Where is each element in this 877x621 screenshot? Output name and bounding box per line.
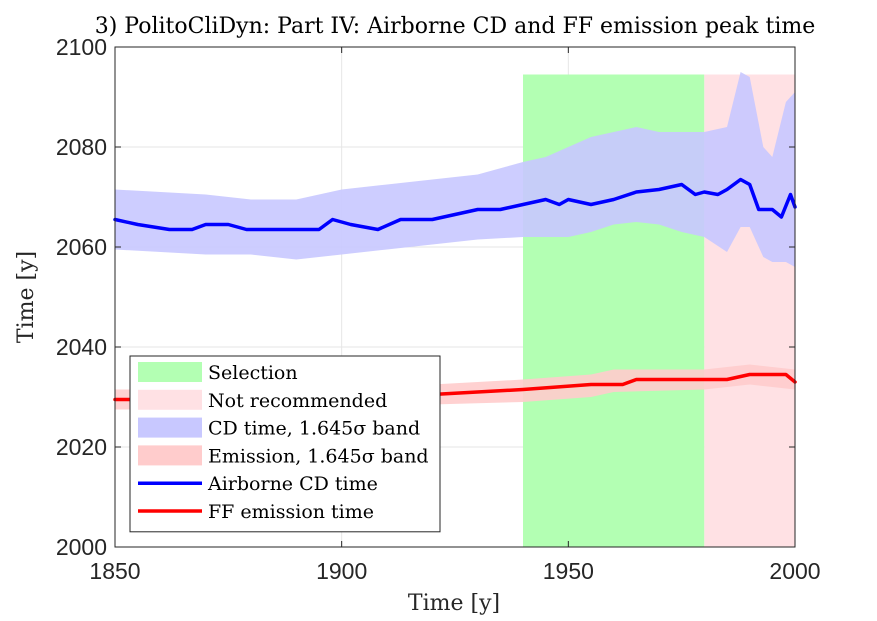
x-axis-label: Time [y] bbox=[408, 591, 500, 616]
airborne-cd-time-line bbox=[113, 177, 797, 232]
legend: Selection Not recommended CD time, 1.645σ … bbox=[129, 355, 441, 533]
y-tick-label: 2060 bbox=[56, 234, 107, 260]
y-axis-label: Time [y] bbox=[14, 251, 39, 343]
legend-cd-band-label: CD time, 1.645σ band bbox=[208, 418, 420, 440]
x-tick-label: 1900 bbox=[316, 558, 367, 584]
x-tick-label: 2000 bbox=[769, 558, 820, 584]
y-tick-label: 2080 bbox=[56, 134, 107, 160]
legend-not-recommended-swatch bbox=[138, 389, 202, 410]
legend-cd-band-swatch bbox=[138, 417, 202, 438]
legend-emission-band-swatch bbox=[138, 445, 202, 466]
x-tick-label: 1850 bbox=[89, 558, 140, 584]
chart-title: 3) PolitoCliDyn: Part IV: Airborne CD an… bbox=[95, 14, 816, 39]
cd-time-band bbox=[115, 72, 795, 267]
y-tick-label: 2040 bbox=[56, 334, 107, 360]
legend-not-recommended-label: Not recommended bbox=[208, 390, 387, 412]
y-tick-label: 2100 bbox=[56, 34, 107, 60]
axes-box bbox=[114, 46, 796, 548]
legend-selection-label: Selection bbox=[208, 362, 298, 384]
legend-ff-emission-time-label: FF emission time bbox=[208, 501, 374, 523]
legend-box bbox=[129, 355, 441, 533]
legend-emission-band-label: Emission, 1.645σ band bbox=[208, 445, 429, 467]
axes: 1850 1900 1950 2000 2000 2020 2040 2060 2080 2100 bbox=[56, 34, 821, 584]
x-tick-label: 1950 bbox=[543, 558, 594, 584]
y-tick-label: 2020 bbox=[56, 434, 107, 460]
y-tick-label: 2000 bbox=[56, 534, 107, 560]
legend-selection-swatch bbox=[138, 362, 202, 382]
legend-airborne-cd-time-label: Airborne CD time bbox=[207, 473, 378, 495]
